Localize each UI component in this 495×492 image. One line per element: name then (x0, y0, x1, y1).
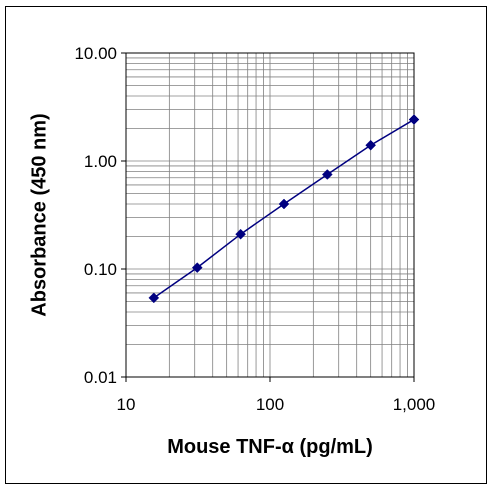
x-tick-label: 100 (256, 395, 284, 414)
data-point-marker (321, 169, 333, 180)
data-point-marker (278, 198, 290, 210)
y-tick-label: 10.00 (74, 44, 117, 63)
data-point-marker (235, 228, 246, 240)
x-tick-label: 1,000 (393, 395, 436, 414)
chart-grid (125, 53, 414, 378)
y-axis-ticks: 0.01 0.10 1.00 10.00 (74, 44, 126, 387)
data-series (148, 114, 420, 304)
data-point-marker (191, 262, 203, 273)
x-tick-label: 10 (117, 395, 136, 414)
x-axis-title: Mouse TNF-α (pg/mL) (167, 436, 373, 458)
data-point-marker (365, 139, 377, 151)
y-axis-title: Absorbance (450 nm) (28, 113, 50, 316)
data-point-marker (408, 114, 420, 125)
y-tick-label: 0.10 (84, 260, 117, 279)
y-tick-label: 1.00 (84, 152, 117, 171)
y-tick-label: 0.01 (84, 368, 117, 387)
x-axis-ticks: 10 100 1,000 (117, 377, 436, 414)
data-point-marker (148, 292, 160, 304)
